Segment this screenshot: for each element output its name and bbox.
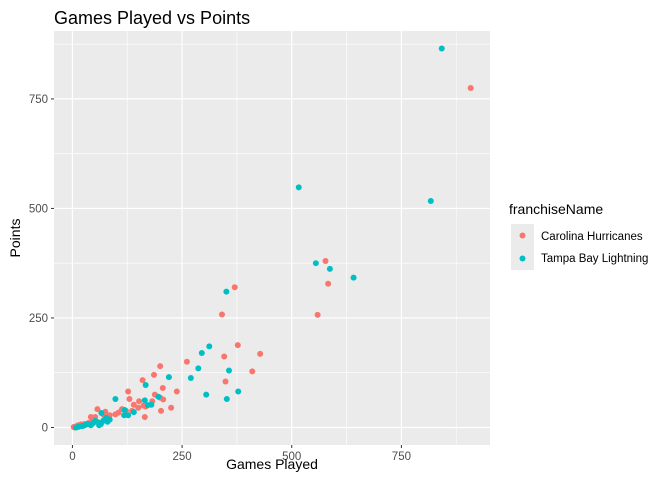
data-point-series-0	[87, 413, 94, 420]
data-point-series-1	[72, 424, 79, 431]
x-tick-label: 500	[282, 451, 301, 463]
data-point-series-0	[160, 396, 167, 403]
data-point-series-1	[235, 388, 242, 395]
data-point-series-0	[314, 311, 321, 318]
data-point-series-1	[96, 422, 103, 429]
data-point-series-0	[234, 342, 241, 349]
data-point-series-0	[322, 258, 329, 264]
data-point-series-1	[198, 350, 205, 356]
data-point-series-1	[165, 374, 172, 381]
legend-label-1: Tampa Bay Lightning	[541, 253, 648, 265]
data-point-series-1	[121, 406, 128, 413]
data-point-series-0	[218, 311, 225, 318]
grid-major	[54, 31, 490, 445]
data-point-series-1	[223, 396, 230, 402]
data-point-series-1	[141, 397, 148, 404]
data-point-series-1	[295, 184, 302, 191]
data-point-series-0	[125, 388, 132, 395]
data-point-series-1	[187, 374, 194, 381]
data-point-series-0	[136, 398, 143, 405]
data-point-series-0	[257, 350, 264, 357]
grid-minor	[54, 31, 490, 445]
data-point-series-1	[203, 391, 210, 398]
data-point-series-0	[135, 404, 142, 411]
data-point-series-0	[325, 280, 332, 287]
points-layer	[70, 45, 474, 431]
data-point-series-1	[312, 260, 319, 267]
data-point-series-1	[226, 367, 233, 374]
legend-key-point-1	[519, 255, 526, 262]
data-point-series-0	[130, 401, 137, 408]
data-point-series-1	[155, 393, 162, 400]
legend: franchiseName Carolina Hurricanes Tampa …	[509, 201, 648, 270]
data-point-series-0	[159, 385, 166, 392]
data-point-series-1	[427, 197, 434, 204]
plot-panel	[54, 31, 490, 445]
data-point-series-1	[223, 288, 230, 295]
data-point-series-0	[183, 358, 190, 365]
data-point-series-0	[173, 388, 180, 395]
data-point-series-1	[195, 365, 202, 372]
legend-key-point-0	[519, 232, 526, 239]
data-point-series-1	[104, 418, 111, 425]
data-point-series-1	[92, 417, 99, 424]
data-point-series-1	[130, 409, 137, 416]
data-point-series-0	[126, 396, 133, 402]
data-point-series-0	[139, 377, 146, 384]
data-point-series-0	[141, 413, 148, 420]
data-point-series-1	[142, 381, 149, 388]
data-point-series-1	[350, 274, 357, 281]
data-point-series-0	[168, 404, 175, 411]
y-tick-label: 500	[29, 203, 48, 215]
data-point-series-0	[157, 363, 164, 370]
x-tick-label: 0	[69, 451, 75, 463]
data-point-series-1	[148, 401, 155, 408]
data-point-series-1	[438, 45, 445, 52]
data-point-series-1	[84, 420, 91, 427]
data-point-series-1	[98, 410, 105, 417]
x-tick-label: 750	[392, 451, 411, 463]
data-point-series-1	[326, 265, 333, 272]
axis-ticks: 0 250 500 750 0 250 500 750	[29, 94, 411, 463]
legend-label-0: Carolina Hurricanes	[541, 231, 643, 243]
data-point-series-0	[151, 371, 158, 378]
x-axis-title: Games Played	[226, 456, 318, 472]
data-point-series-0	[249, 368, 256, 375]
data-point-series-0	[115, 409, 122, 416]
data-point-series-1	[121, 412, 128, 419]
y-tick-label: 750	[29, 94, 48, 106]
y-tick-label: 0	[42, 422, 48, 434]
data-point-series-0	[222, 378, 229, 385]
data-point-series-1	[112, 396, 119, 402]
y-tick-label: 250	[29, 313, 48, 325]
chart-title: Games Played vs Points	[54, 8, 250, 28]
data-point-series-0	[231, 284, 238, 291]
y-axis-title: Points	[7, 219, 23, 258]
data-point-series-1	[206, 343, 213, 350]
data-point-series-0	[221, 353, 228, 360]
data-point-series-0	[467, 84, 474, 91]
legend-title: franchiseName	[509, 201, 603, 217]
data-point-series-0	[158, 407, 165, 414]
x-tick-label: 250	[172, 451, 191, 463]
data-point-series-0	[94, 406, 101, 413]
